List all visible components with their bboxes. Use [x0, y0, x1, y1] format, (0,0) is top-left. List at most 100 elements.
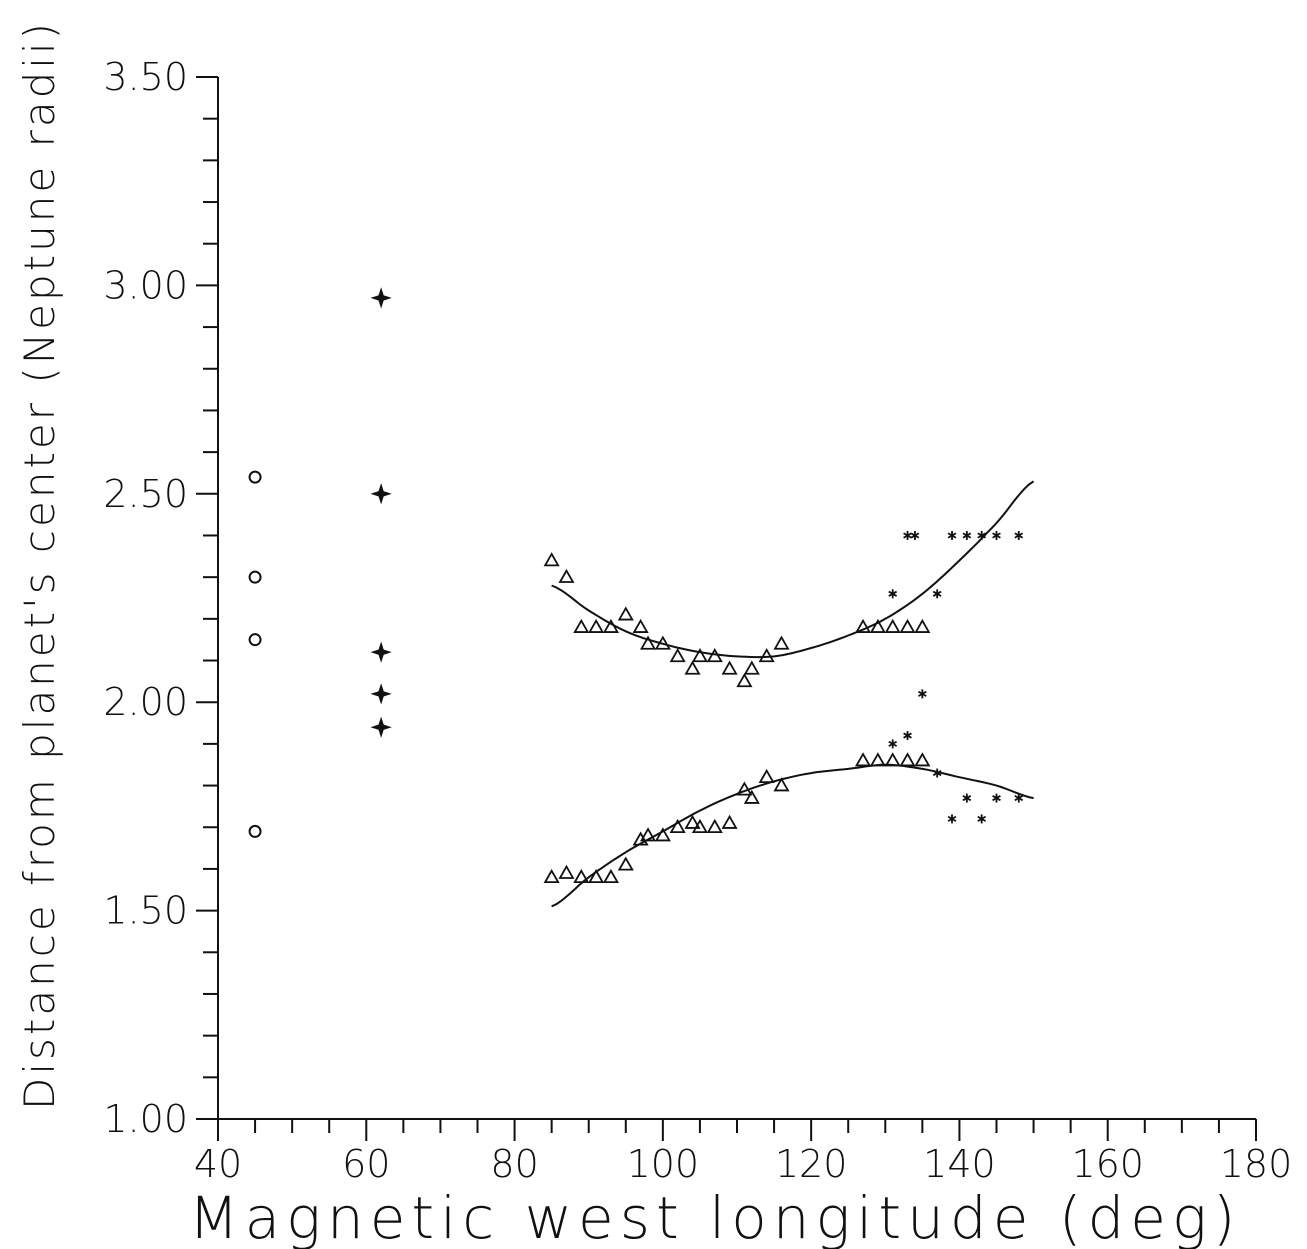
star-point [370, 683, 392, 705]
x-axis-title: Magnetic west longitude (deg) [189, 1184, 1242, 1249]
x-tick-label: 100 [627, 1142, 700, 1186]
asterisk-point [977, 530, 987, 540]
triangle-point [669, 648, 686, 663]
triangle-point [691, 818, 708, 834]
triangle-point [669, 818, 686, 834]
triangle-point [899, 752, 916, 767]
x-tick-label: 120 [775, 1142, 848, 1186]
asterisk-stroke [947, 815, 957, 822]
asterisk-stroke [1014, 532, 1024, 539]
triangle-point [617, 856, 634, 871]
asterisk-stroke [962, 532, 972, 539]
triangle-point [758, 768, 775, 783]
triangle-point [558, 864, 575, 879]
asterisk-stroke [992, 795, 1001, 802]
fit-curves [551, 480, 1035, 908]
triangle-point [736, 781, 753, 796]
asterisk-point [977, 814, 987, 824]
triangle-point [884, 618, 901, 633]
triangle-point [558, 568, 575, 583]
x-tick-label: 60 [342, 1142, 390, 1186]
x-tick-label: 180 [1220, 1142, 1293, 1186]
triangle-point [632, 831, 649, 846]
triangle-point [543, 868, 560, 884]
circle-point [248, 633, 262, 647]
star-point [370, 716, 392, 738]
triangle-point [706, 648, 723, 663]
asterisk-point [932, 589, 942, 599]
asterisk-stroke [888, 590, 898, 597]
asterisk-point [992, 793, 1001, 803]
circle-point [248, 470, 262, 484]
triangle-point [736, 673, 753, 688]
triangle-point [602, 868, 620, 884]
triangle-point [543, 552, 560, 567]
asterisk-stroke [888, 740, 898, 747]
asterisk-stroke [932, 590, 942, 597]
triangle-point [854, 752, 872, 767]
asterisk-stroke [903, 532, 912, 539]
triangle-point [758, 648, 775, 663]
fit-curve-lower [551, 763, 1034, 908]
triangle-point [884, 752, 901, 767]
triangle-point [706, 818, 723, 834]
star-shape [370, 483, 392, 505]
asterisk-stroke [932, 770, 942, 777]
asterisk-point [962, 793, 972, 803]
triangle-point [588, 618, 605, 633]
data-points [248, 287, 1024, 884]
triangle-point [869, 618, 886, 633]
triangle-point [743, 660, 760, 675]
circle-point [248, 824, 262, 838]
fit-curve-upper [551, 480, 1035, 659]
triangle-point [639, 635, 657, 650]
asterisk-stroke [977, 815, 987, 822]
triangle-point [684, 660, 701, 675]
triangle-point [573, 618, 590, 633]
star-shape [370, 641, 392, 663]
triangle-point [899, 618, 916, 633]
triangle-point [691, 648, 708, 663]
asterisk-point [910, 530, 920, 540]
triangle-point [914, 618, 931, 633]
triangle-point [573, 868, 590, 884]
asterisk-point [1014, 530, 1024, 540]
star-shape [370, 716, 392, 738]
y-tick-label: 3.00 [103, 263, 188, 307]
asterisk-point [947, 530, 957, 540]
triangle-point [588, 868, 605, 884]
triangle-point [654, 827, 671, 842]
star-shape [370, 683, 392, 705]
x-tick-label: 80 [490, 1142, 538, 1186]
triangle-point [869, 752, 886, 767]
asterisk-stroke [992, 532, 1001, 539]
triangle-point [602, 618, 620, 633]
asterisk-point [903, 731, 912, 741]
star-point [370, 641, 392, 663]
triangle-point [854, 618, 872, 633]
asterisk-point [888, 589, 898, 599]
star-point [370, 483, 392, 505]
asterisk-point [932, 768, 942, 778]
triangle-point [721, 660, 738, 675]
asterisk-stroke [1014, 795, 1024, 802]
triangle-point [743, 789, 760, 804]
asterisk-point [947, 814, 957, 824]
triangle-point [721, 814, 738, 829]
triangle-point [914, 752, 931, 767]
x-tick-label: 40 [194, 1142, 242, 1186]
asterisk-point [917, 689, 927, 699]
star-shape [370, 287, 392, 309]
y-tick-label: 2.50 [103, 472, 188, 516]
asterisk-point [888, 739, 898, 749]
triangle-point [654, 635, 671, 650]
triangle-point [773, 635, 790, 650]
asterisk-point [1014, 793, 1024, 803]
y-tick-label: 1.00 [103, 1097, 188, 1141]
x-tick-label: 160 [1071, 1142, 1144, 1186]
x-tick-label: 140 [923, 1142, 996, 1186]
triangle-point [639, 827, 657, 842]
asterisk-point [962, 530, 972, 540]
triangle-point [773, 777, 790, 792]
